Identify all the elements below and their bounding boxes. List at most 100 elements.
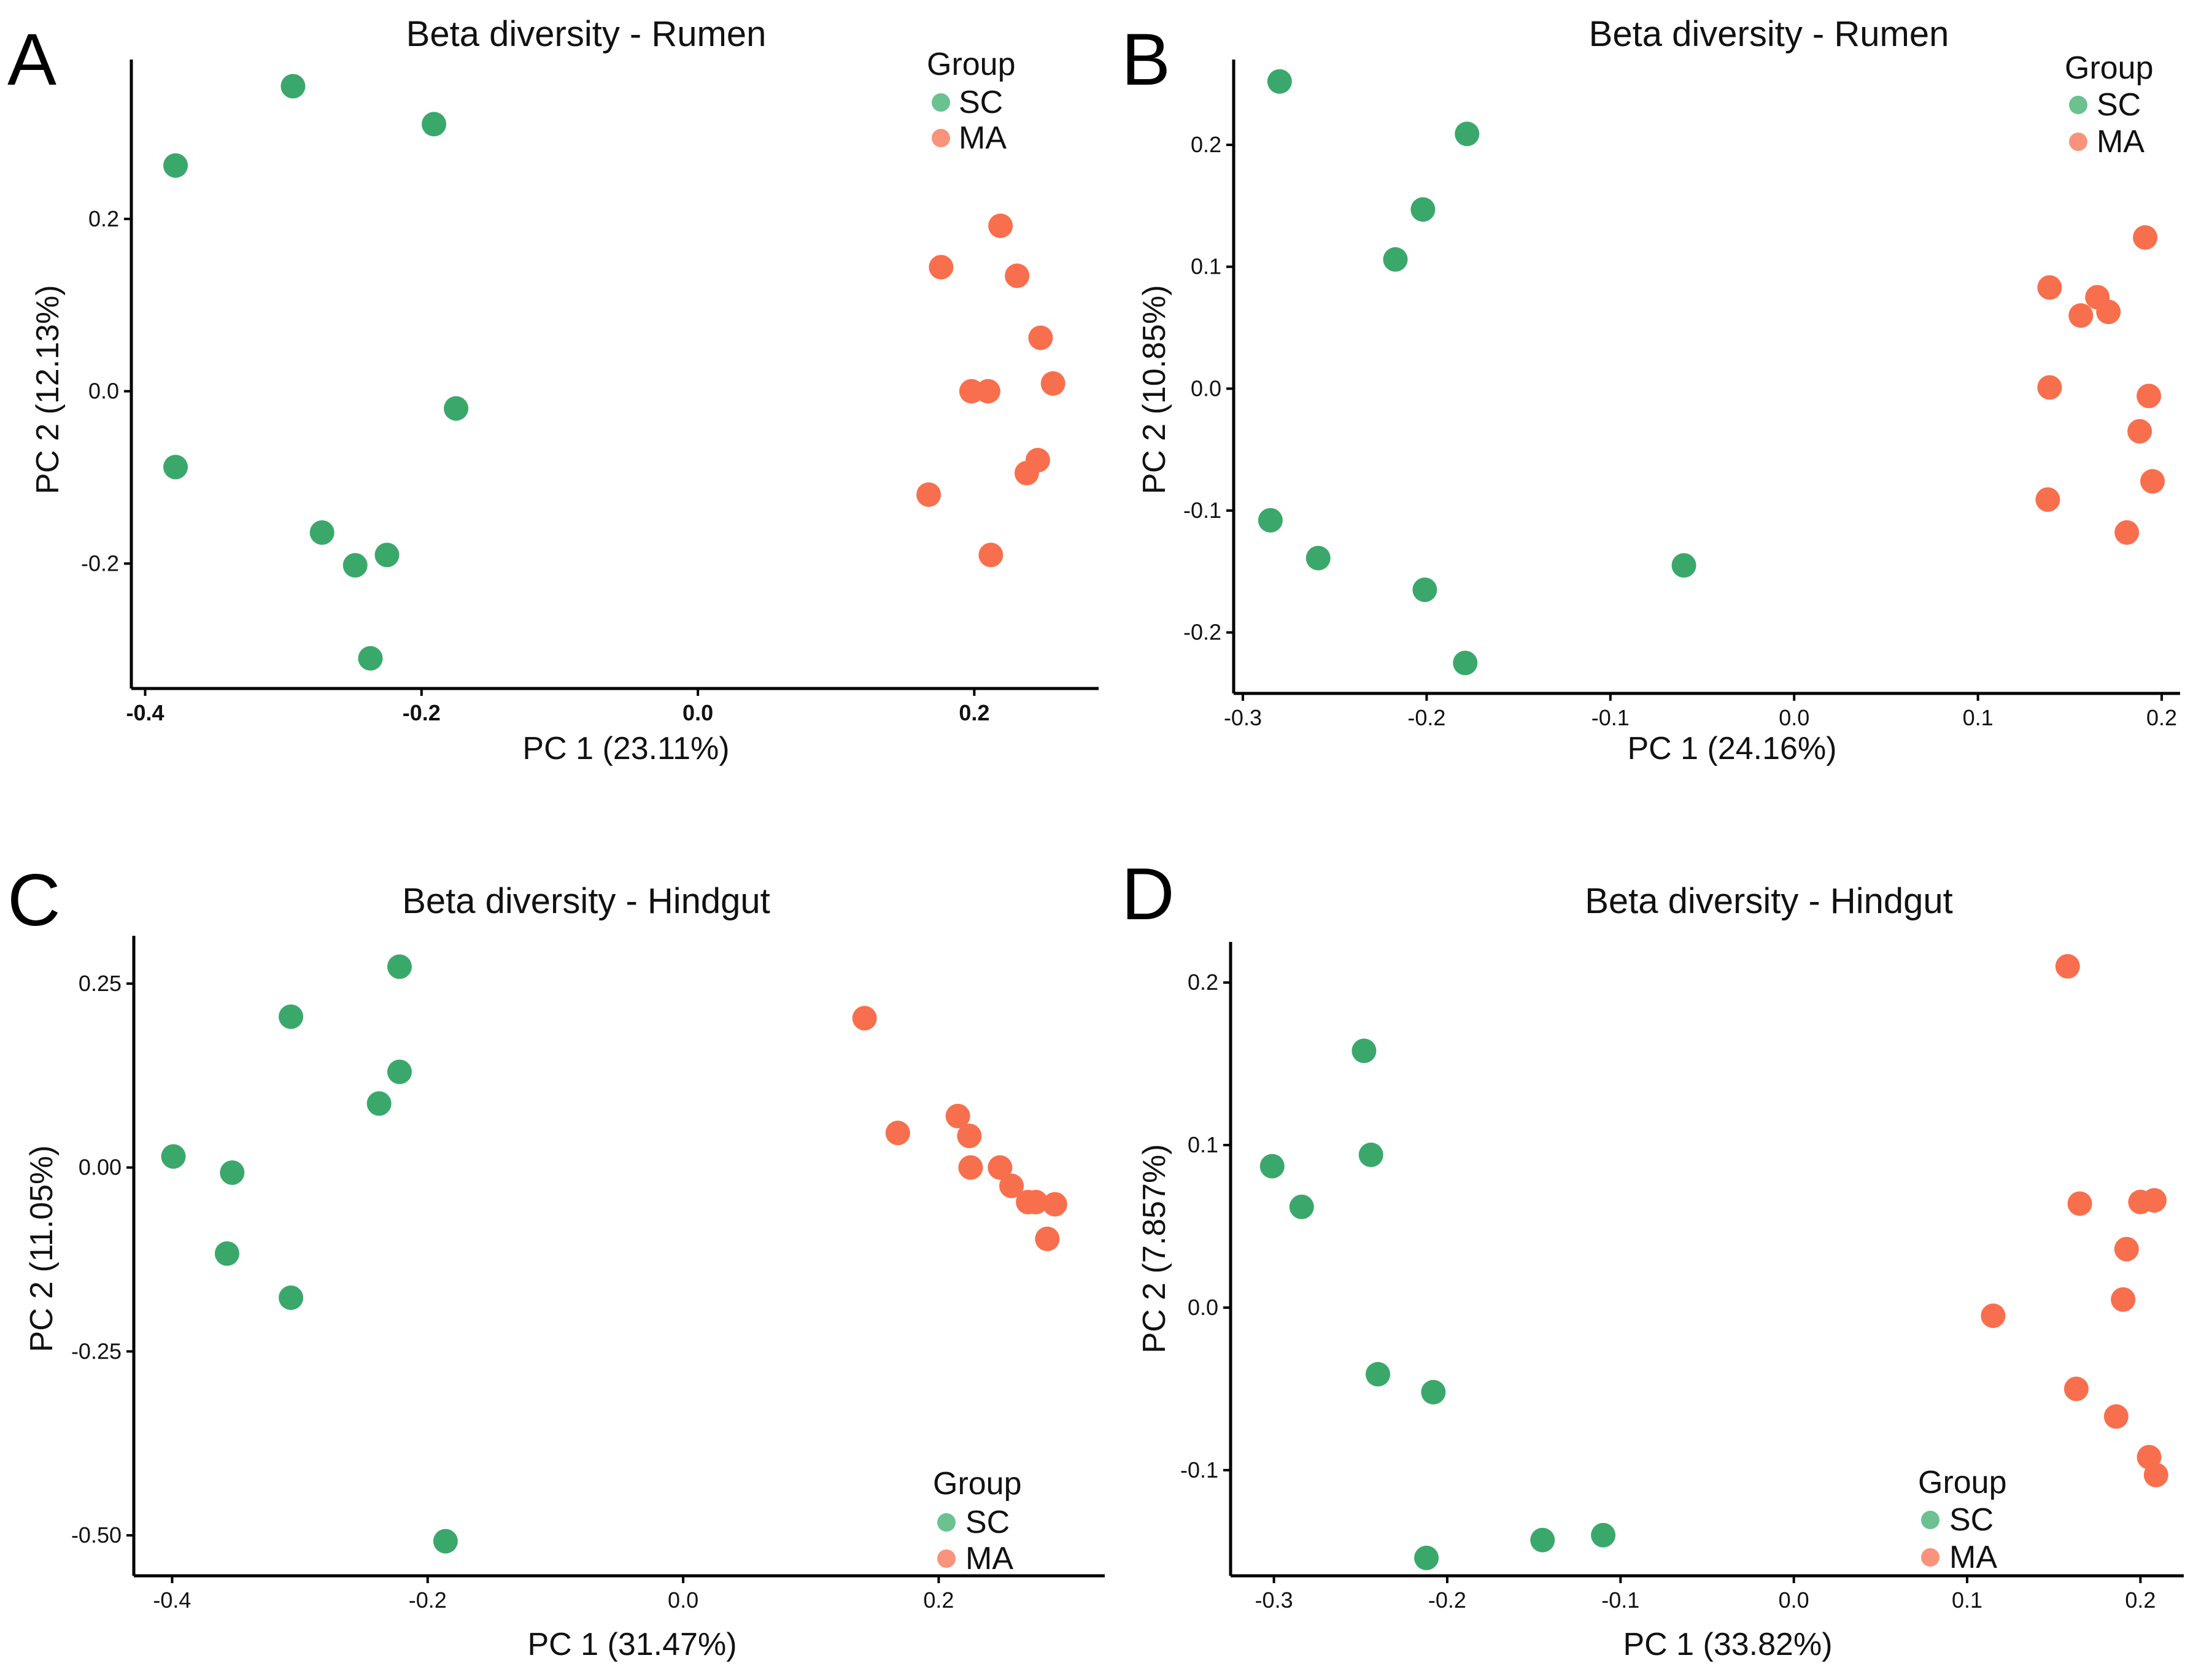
point-ma <box>2140 469 2165 494</box>
y-tick-label: 0.0 <box>1191 376 1221 401</box>
point-sc <box>1305 546 1331 571</box>
point-ma <box>2141 1188 2167 1213</box>
point-ma <box>852 1006 877 1031</box>
point-ma <box>2143 1462 2168 1487</box>
panel-letter: D <box>1121 853 1175 935</box>
legend-label-sc: SC <box>1949 1502 1994 1538</box>
point-sc <box>1591 1522 1616 1548</box>
y-tick-label: 0.2 <box>88 206 119 231</box>
x-tick-label: -0.2 <box>409 1587 447 1613</box>
point-sc <box>1259 1154 1285 1179</box>
point-sc <box>163 153 188 178</box>
point-ma <box>1028 325 1053 350</box>
y-tick-label: 0.0 <box>1188 1295 1218 1320</box>
point-sc <box>280 74 306 99</box>
point-sc <box>1421 1379 1446 1405</box>
plot-area-b: -0.3 -0.2 -0.1 0.0 0.1 0.2 -0.2 -0.1 0.0 0.1 0.2 <box>1183 60 2180 730</box>
plot-area-c: -0.4 -0.2 0.0 0.2 -0.50 -0.25 0.00 0.25 <box>71 936 1105 1613</box>
y-axis-label: PC 2 (7.857%) <box>1137 1144 1172 1353</box>
point-sc <box>161 1144 186 1169</box>
point-ma <box>945 1103 970 1128</box>
point-sc <box>279 1004 304 1029</box>
point-sc <box>358 646 383 671</box>
x-tick-label: -0.3 <box>1224 705 1262 730</box>
point-sc <box>433 1529 458 1554</box>
point-sc <box>1455 121 1480 147</box>
point-ma <box>2055 954 2080 979</box>
point-ma <box>958 1155 983 1180</box>
legend-marker-sc <box>1921 1511 1939 1529</box>
chart-title: Beta diversity - Rumen <box>406 14 767 54</box>
point-ma <box>2111 1287 2136 1312</box>
plot-area-a: -0.4 -0.2 0.0 0.2 -0.2 0.0 0.2 <box>81 60 1099 725</box>
point-sc <box>1289 1194 1314 1219</box>
point-sc <box>1267 69 1292 94</box>
y-tick-label: 0.2 <box>1188 970 1218 995</box>
point-sc <box>1410 197 1436 222</box>
point-ma <box>2133 225 2158 250</box>
legend-title: Group <box>933 1466 1022 1502</box>
x-tick-label: 0.0 <box>1779 705 1809 730</box>
panel-c: C Beta diversity - Hindgut PC 1 (31.47%)… <box>7 859 1022 1662</box>
y-tick-label: -0.2 <box>81 550 119 576</box>
x-tick-label: -0.4 <box>126 700 164 725</box>
point-sc <box>444 396 469 421</box>
point-sc <box>1258 507 1283 533</box>
panel-letter: B <box>1121 18 1170 101</box>
panel-letter: A <box>7 18 56 101</box>
point-sc <box>309 520 335 545</box>
point-sc <box>387 954 412 979</box>
legend-marker-sc <box>2069 96 2087 114</box>
point-ma <box>2114 520 2140 545</box>
point-ma <box>988 1155 1013 1180</box>
point-ma <box>1035 1226 1060 1251</box>
point-sc <box>1383 247 1408 272</box>
y-tick-label: 0.25 <box>79 971 122 996</box>
point-ma <box>1042 1192 1067 1217</box>
x-tick-label: 0.2 <box>923 1587 954 1613</box>
x-tick-label: 0.2 <box>2146 705 2177 730</box>
point-sc <box>214 1241 239 1266</box>
point-ma <box>2114 1236 2139 1262</box>
x-tick-label: -0.2 <box>1428 1587 1466 1613</box>
point-sc <box>1412 577 1437 603</box>
point-ma <box>975 379 1000 404</box>
point-ma <box>957 1124 982 1149</box>
point-sc <box>366 1091 392 1116</box>
point-ma <box>2068 303 2094 328</box>
plot-area-d: -0.3 -0.2 -0.1 0.0 0.1 0.2 -0.1 0.0 0.1 0.2 <box>1180 942 2184 1613</box>
point-sc <box>163 455 188 480</box>
point-sc <box>422 112 447 137</box>
y-axis-label: PC 2 (11.05%) <box>24 1145 60 1352</box>
point-ma <box>2096 299 2121 325</box>
panel-a: A Beta diversity - Rumen PC 1 (23.11%) P… <box>7 14 1016 766</box>
point-ma <box>1005 263 1030 288</box>
legend-label-ma: MA <box>965 1541 1013 1576</box>
legend-label-sc: SC <box>965 1505 1010 1540</box>
legend-label-sc: SC <box>2097 87 2141 123</box>
x-tick-label: -0.4 <box>153 1587 191 1613</box>
point-ma <box>2137 384 2162 409</box>
legend-marker-ma <box>932 129 950 147</box>
point-ma <box>999 1173 1024 1198</box>
y-axis-label: PC 2 (10.85%) <box>1137 285 1172 494</box>
chart-title: Beta diversity - Hindgut <box>402 881 770 921</box>
point-sc <box>220 1160 245 1186</box>
point-ma <box>2037 375 2062 400</box>
point-ma <box>988 213 1013 238</box>
point-sc <box>1530 1527 1555 1552</box>
point-sc <box>1352 1038 1377 1063</box>
x-tick-label: -0.2 <box>1407 705 1445 730</box>
point-ma <box>2103 1404 2129 1429</box>
point-ma <box>1981 1303 2006 1329</box>
x-tick-label: -0.2 <box>403 700 441 725</box>
point-ma <box>2037 275 2062 300</box>
legend-marker-ma <box>2069 133 2087 151</box>
point-sc <box>342 553 368 578</box>
point-ma <box>2067 1191 2092 1216</box>
point-ma <box>1014 460 1039 485</box>
x-tick-label: 0.2 <box>959 700 989 725</box>
x-tick-label: -0.3 <box>1255 1587 1293 1613</box>
point-ma <box>2063 1376 2089 1402</box>
